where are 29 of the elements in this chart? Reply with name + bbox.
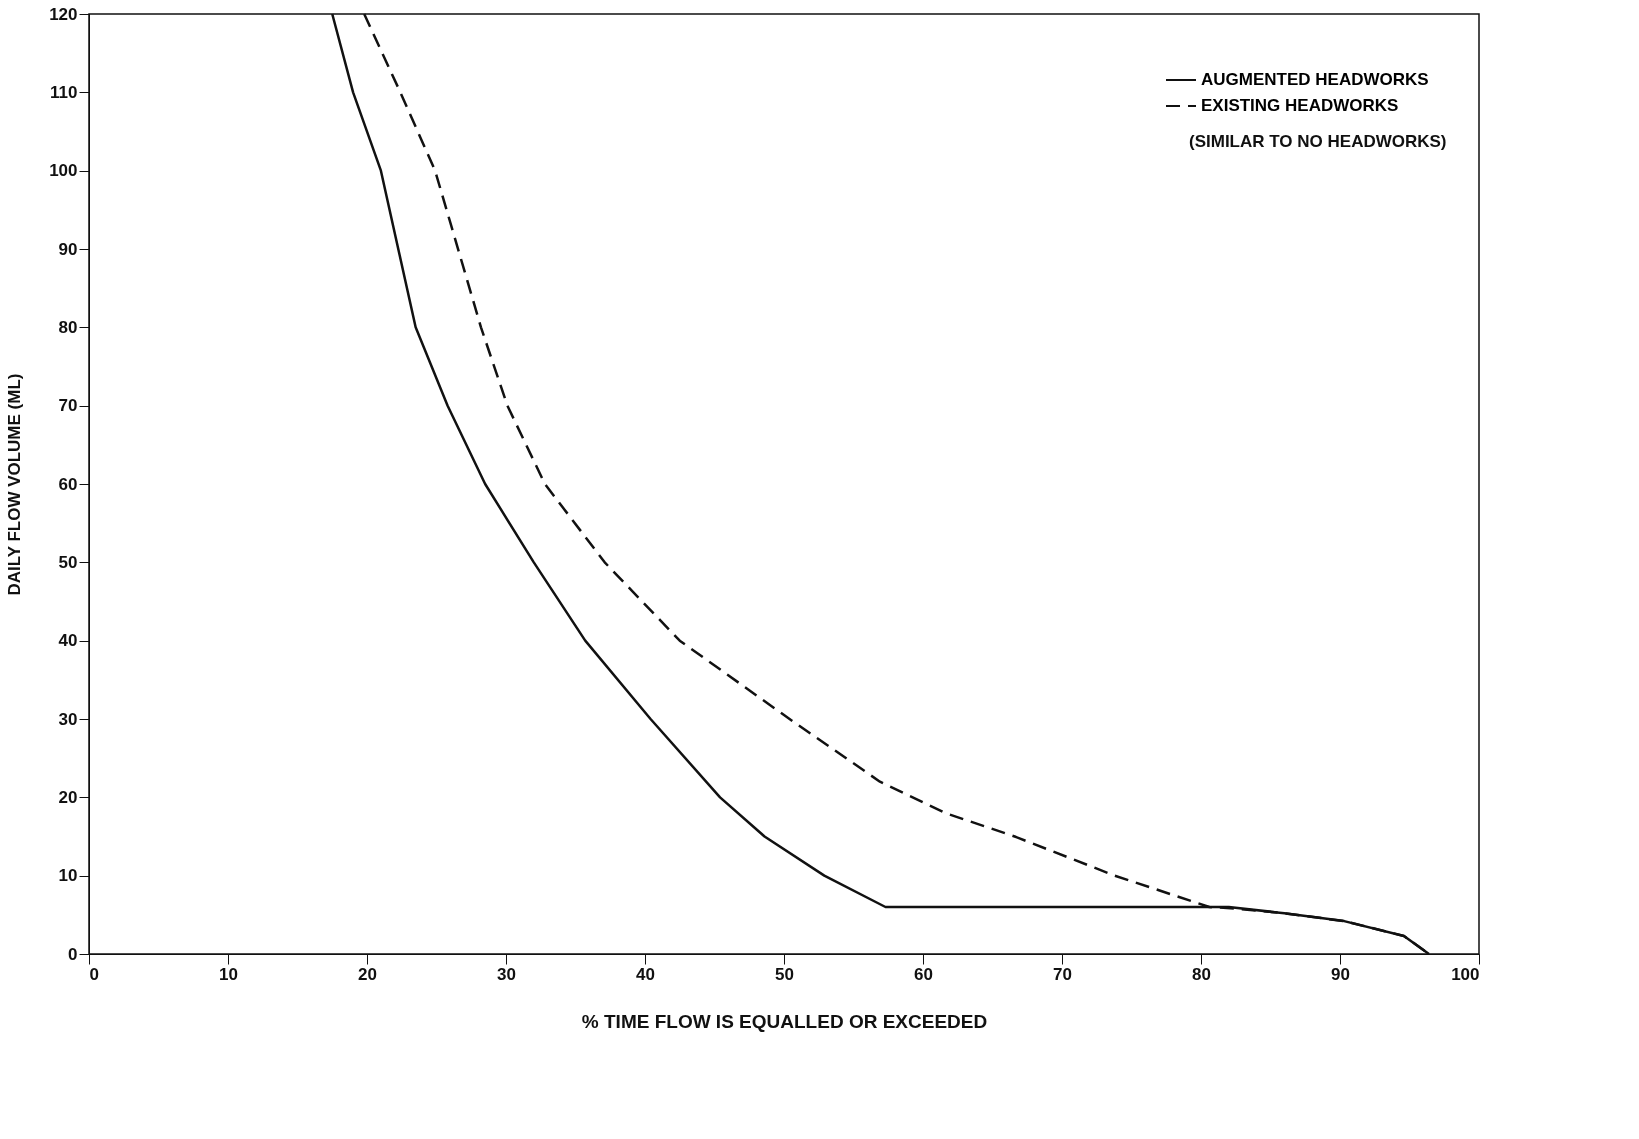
- y-tick-label: 90: [58, 239, 78, 259]
- x-tick-label: 100: [1451, 964, 1480, 984]
- y-tick-label: 0: [68, 944, 78, 964]
- y-tick-label: 60: [58, 474, 78, 494]
- x-tick-label: 90: [1331, 964, 1350, 984]
- x-tick-label: 40: [636, 964, 655, 984]
- y-tick-label: 70: [58, 396, 78, 416]
- x-tick-label: 50: [775, 964, 794, 984]
- y-tick-label: 50: [58, 552, 78, 572]
- annotation: (SIMILAR TO NO HEADWORKS): [1189, 132, 1447, 151]
- x-tick-label: 10: [219, 964, 238, 984]
- y-tick-label: 100: [49, 161, 78, 181]
- x-tick-label: 20: [358, 964, 377, 984]
- x-tick-label: 0: [89, 964, 99, 984]
- y-tick-label: 30: [58, 709, 78, 729]
- x-tick-label: 60: [914, 964, 933, 984]
- y-tick-label: 80: [58, 317, 78, 337]
- y-tick-label: 10: [58, 866, 78, 886]
- x-tick-label: 80: [1192, 964, 1211, 984]
- x-axis-title: % TIME FLOW IS EQUALLED OR EXCEEDED: [581, 1010, 988, 1032]
- y-axis-title: DAILY FLOW VOLUME (ML): [5, 373, 25, 596]
- y-tick-label: 20: [58, 787, 78, 807]
- y-tick-label: 120: [49, 4, 78, 24]
- y-tick-label: 110: [50, 82, 78, 102]
- y-tick-label: 40: [58, 631, 78, 651]
- x-tick-label: 30: [497, 964, 516, 984]
- x-tick-label: 70: [1053, 964, 1072, 984]
- legend-label: EXISTING HEADWORKS: [1201, 96, 1399, 115]
- legend-label: AUGMENTED HEADWORKS: [1201, 70, 1429, 89]
